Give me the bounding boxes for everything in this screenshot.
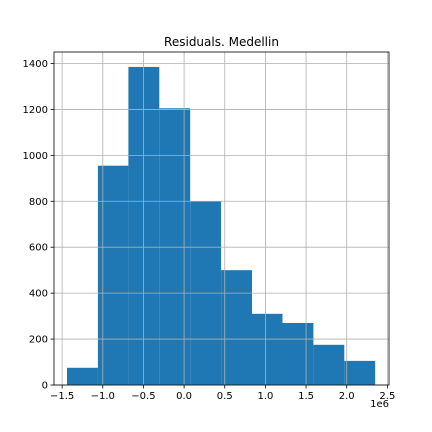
y-tick-label: 1200 [23, 105, 48, 116]
axes-frame [53, 51, 390, 386]
x-tick-label: 2.0 [339, 391, 355, 402]
histogram-bar [313, 344, 345, 385]
x-tick-label: −1.5 [50, 391, 74, 402]
x-tick-label: −0.5 [131, 391, 155, 402]
x-tick-label: 2.5 [379, 391, 395, 402]
histogram-bar [251, 313, 283, 385]
y-tick-label: 1000 [23, 151, 48, 162]
chart-title: Residuals. Medellin [164, 35, 279, 49]
x-axis-ticks: −1.5 −1.0 −0.5 0.0 0.5 1.0 1.5 2.0 2.5 [50, 385, 395, 402]
x-tick-label: 0.0 [176, 391, 192, 402]
y-tick-label: 1400 [23, 59, 48, 70]
x-axis-offset-label: 1e6 [370, 399, 389, 410]
histogram-bar [67, 367, 98, 385]
histogram-bar [344, 360, 376, 385]
histogram-bar [159, 108, 191, 386]
y-tick-label: 200 [29, 335, 48, 346]
histogram-bar [221, 270, 252, 385]
histogram-bar [128, 66, 160, 386]
x-tick-label: 1.5 [298, 391, 314, 402]
axes [53, 51, 390, 386]
y-tick-label: 600 [29, 243, 48, 254]
x-tick-label: 0.5 [217, 391, 233, 402]
y-axis-ticks: 0 200 400 600 800 1000 1200 1400 [23, 59, 54, 392]
x-tick-label: 1.0 [257, 391, 273, 402]
y-tick-label: 800 [29, 197, 48, 208]
x-tick-label: −1.0 [91, 391, 115, 402]
y-tick-label: 0 [42, 381, 48, 392]
y-tick-label: 400 [29, 289, 48, 300]
histogram-bar [282, 322, 314, 385]
